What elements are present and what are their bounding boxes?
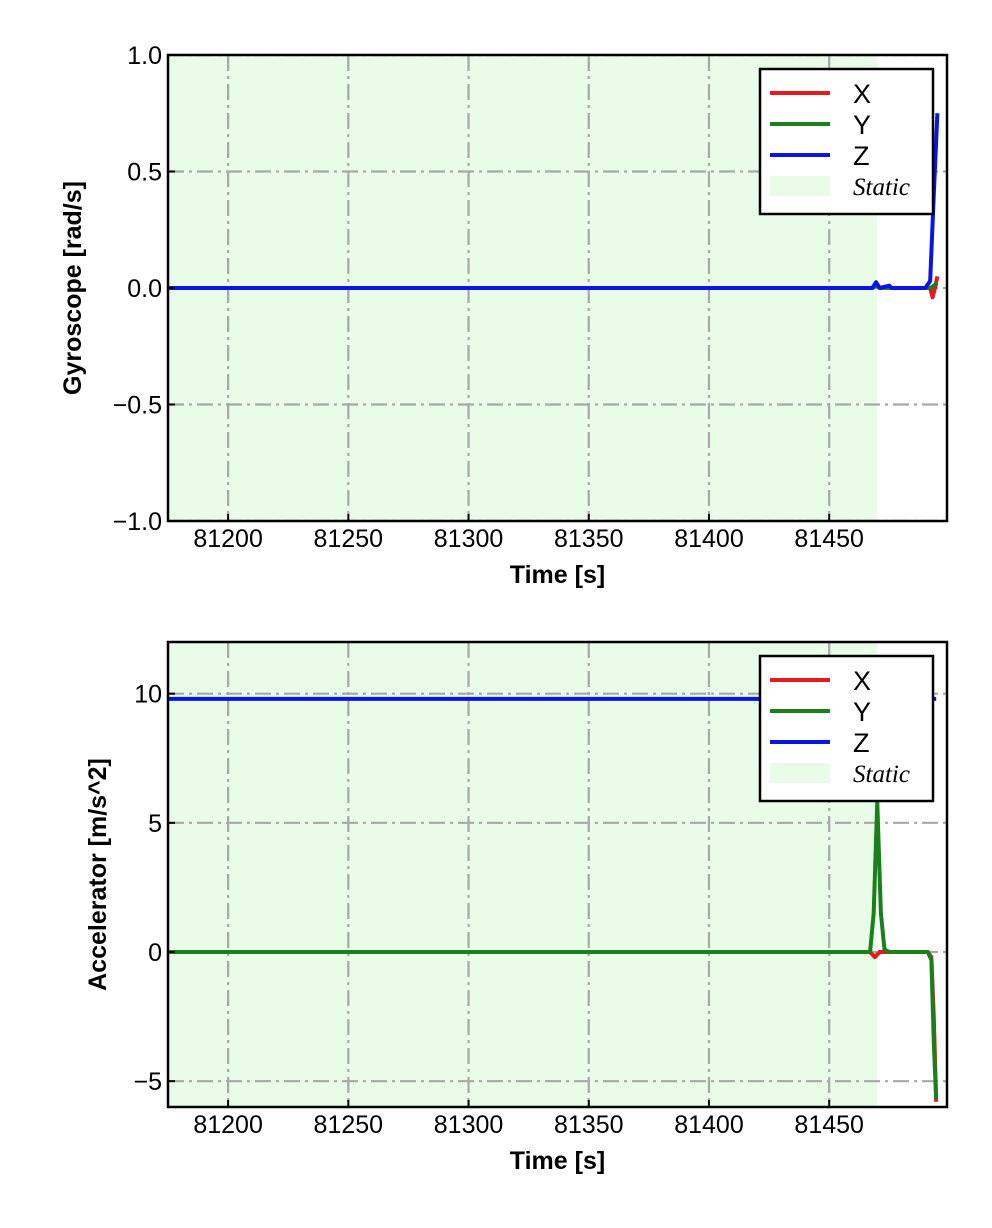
accel-ytick-label-0: −5 <box>133 1068 162 1096</box>
gyro-ytick-label-2: 0.0 <box>127 275 162 303</box>
gyro-ytick-label-3: 0.5 <box>127 159 162 187</box>
gyro-legend-label-static: Static <box>853 174 910 201</box>
accel-xtick-label-0: 81200 <box>193 1111 263 1139</box>
accel-xtick-label-3: 81350 <box>554 1111 624 1139</box>
gyro-legend-label-z: Z <box>853 141 870 171</box>
gyroscope-panel: 81200 81250 81300 81350 81400 81450 −1.0 −0.5 0.… <box>59 42 949 589</box>
accel-x-axis-title: Time [s] <box>510 1147 605 1175</box>
gyro-legend-label-y: Y <box>853 110 871 140</box>
gyro-legend-label-x: X <box>853 79 871 109</box>
accel-legend-label-y: Y <box>853 697 871 727</box>
accel-xtick-label-4: 81400 <box>674 1111 744 1139</box>
accel-ytick-label-2: 5 <box>148 810 162 838</box>
accel-grid <box>168 642 947 1107</box>
gyro-xtick-label-5: 81450 <box>794 525 864 553</box>
gyro-ytick-label-0: −1.0 <box>113 508 162 536</box>
gyro-series-z-line <box>168 113 940 290</box>
accel-legend: XYZ Static <box>758 654 935 803</box>
accel-ytick-label-1: 0 <box>148 939 162 967</box>
gyro-ytick-label-4: 1.0 <box>127 42 162 70</box>
accel-series-y-line <box>168 800 939 1100</box>
accel-legend-label-z: Z <box>853 728 870 758</box>
gyro-x-axis-title: Time [s] <box>510 561 605 589</box>
accel-y-axis-title: Accelerator [m/s^2] <box>84 758 112 991</box>
gyro-xtick-label-1: 81250 <box>314 525 384 553</box>
accel-xtick-label-2: 81300 <box>434 1111 504 1139</box>
gyro-series-group <box>168 113 940 300</box>
gyro-xtick-label-2: 81300 <box>434 525 504 553</box>
gyro-legend: XYZ Static <box>758 67 935 216</box>
accel-legend-swatch-static <box>770 763 830 783</box>
accel-legend-label-x: X <box>853 666 871 696</box>
gyro-legend-swatch-static <box>770 176 830 196</box>
gyro-xtick-label-4: 81400 <box>674 525 744 553</box>
accel-xtick-label-5: 81450 <box>794 1111 864 1139</box>
accel-ytick-label-3: 10 <box>134 681 162 709</box>
gyro-ytick-label-1: −0.5 <box>113 392 162 420</box>
gyro-y-axis-title: Gyroscope [rad/s] <box>59 181 87 395</box>
accel-axes-frame <box>166 640 949 1109</box>
accel-legend-label-static: Static <box>853 761 910 788</box>
accelerator-panel: 81200 81250 81300 81350 81400 81450 −5 0 5 10 Time… <box>84 640 949 1175</box>
accel-xtick-label-1: 81250 <box>314 1111 384 1139</box>
gyro-xtick-label-0: 81200 <box>193 525 263 553</box>
gyro-xtick-label-3: 81350 <box>554 525 624 553</box>
